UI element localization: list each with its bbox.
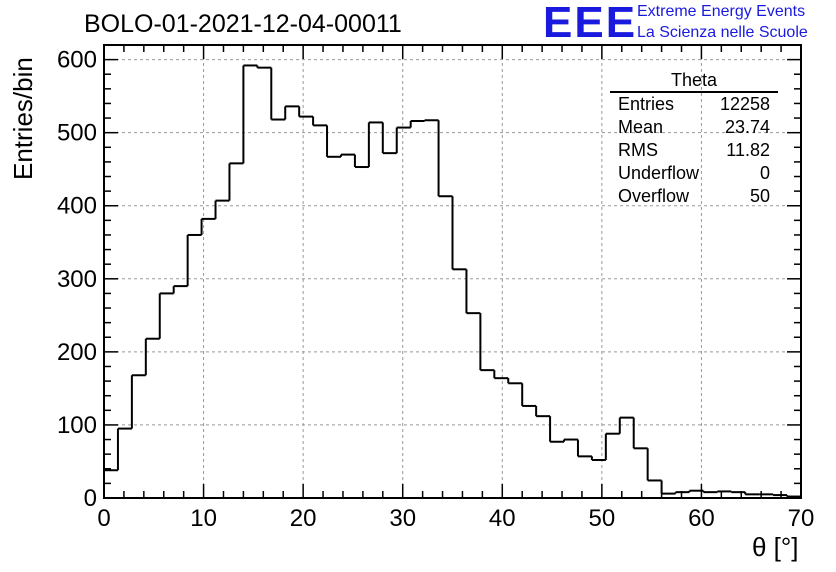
histogram-bin (172, 285, 188, 294)
histogram-bin (437, 120, 453, 198)
histogram-bin (284, 105, 300, 120)
histogram-bin (298, 106, 314, 118)
stats-label: Underflow (618, 163, 700, 183)
histogram-bin (660, 480, 676, 495)
histogram-bin (409, 119, 425, 128)
histogram-bin (200, 217, 216, 235)
histogram-bin (479, 313, 495, 372)
histogram-bin (549, 416, 565, 443)
histogram-bin (716, 490, 732, 493)
histogram-bin (116, 427, 132, 471)
histogram-bars (103, 64, 801, 498)
histogram-bin (618, 416, 634, 434)
logo-line-2: La Scienza nelle Scuole (637, 24, 808, 41)
x-tick-label: 0 (97, 505, 110, 532)
eee-logo: EEE (543, 0, 638, 47)
y-tick-label: 100 (57, 412, 97, 439)
histogram-bin (214, 199, 230, 219)
histogram-bin (465, 269, 481, 315)
stats-title: Theta (610, 70, 778, 93)
histogram-bin (493, 370, 509, 380)
histogram-bin (353, 154, 369, 169)
x-tick-label: 60 (688, 505, 715, 532)
x-tick-label: 50 (589, 505, 616, 532)
histogram-bin (451, 196, 467, 271)
histogram-bin (381, 122, 397, 155)
histogram-bin (270, 67, 286, 121)
x-tick-label: 70 (788, 505, 815, 532)
histogram-bin (590, 456, 606, 462)
histogram-bin (646, 448, 662, 482)
histogram-bin (326, 125, 341, 158)
y-tick-label: 200 (57, 339, 97, 366)
stats-label: Overflow (618, 186, 690, 206)
x-axis-label: θ [°] (752, 532, 799, 562)
histogram-bin (730, 491, 746, 494)
histogram-bin (256, 65, 272, 69)
x-tick-label: 20 (290, 505, 317, 532)
y-tick-label: 0 (84, 485, 97, 512)
stats-row-rms: RMS 11.82 (610, 139, 778, 162)
x-tick-label: 10 (190, 505, 217, 532)
histogram-bin (312, 116, 328, 127)
histogram-bin (158, 292, 174, 339)
histogram-bin (186, 233, 202, 287)
stats-label: Entries (618, 94, 675, 114)
histogram-bin (339, 153, 355, 157)
histogram-bin (786, 495, 801, 498)
histogram-bin (604, 432, 620, 461)
y-tick-label: 400 (57, 193, 97, 220)
histogram-bin (507, 378, 523, 385)
histogram-bin (367, 121, 383, 168)
y-axis-label: Entries/bin (8, 57, 38, 180)
stats-value: 11.82 (726, 140, 770, 160)
stats-row-mean: Mean 23.74 (610, 116, 778, 139)
stats-label: RMS (618, 140, 658, 160)
stats-value: 12258 (719, 94, 770, 114)
stats-row-entries: Entries 12258 (610, 93, 778, 116)
stats-value: 23.74 (724, 117, 770, 137)
logo-line-1: Extreme Energy Events (637, 3, 806, 20)
histogram-bin (563, 438, 578, 442)
histogram-bin (130, 374, 146, 429)
y-tick-label: 300 (57, 266, 97, 293)
histogram-bin (688, 489, 704, 493)
stats-box: Theta Entries 12258 Mean 23.74 RMS 11.82… (610, 70, 778, 208)
histogram-bin (674, 491, 690, 494)
stats-row-underflow: Underflow 0 (610, 162, 778, 185)
histogram-bin (242, 64, 258, 164)
stats-value: 50 (749, 186, 770, 206)
histogram-bin (702, 490, 718, 494)
histogram-bin (576, 439, 592, 458)
histogram-bin (228, 162, 244, 201)
plot-frame (103, 44, 802, 499)
chart-title: BOLO-01-2021-12-04-00011 (84, 10, 402, 38)
x-tick-label: 40 (489, 505, 516, 532)
histogram-bin (423, 119, 439, 122)
stats-value: 0 (759, 163, 770, 183)
stats-label: Mean (618, 117, 664, 137)
histogram-bin (744, 492, 760, 496)
x-tick-label: 30 (389, 505, 416, 532)
y-tick-label: 600 (57, 47, 97, 74)
histogram-bin (521, 383, 537, 407)
histogram-bin (535, 405, 551, 418)
histogram-bin (772, 494, 788, 497)
stats-row-overflow: Overflow 50 (610, 185, 778, 208)
histogram-bin (144, 337, 160, 376)
histogram-bin (632, 417, 648, 450)
histogram-bin (395, 126, 411, 154)
y-tick-label: 500 (57, 120, 97, 147)
